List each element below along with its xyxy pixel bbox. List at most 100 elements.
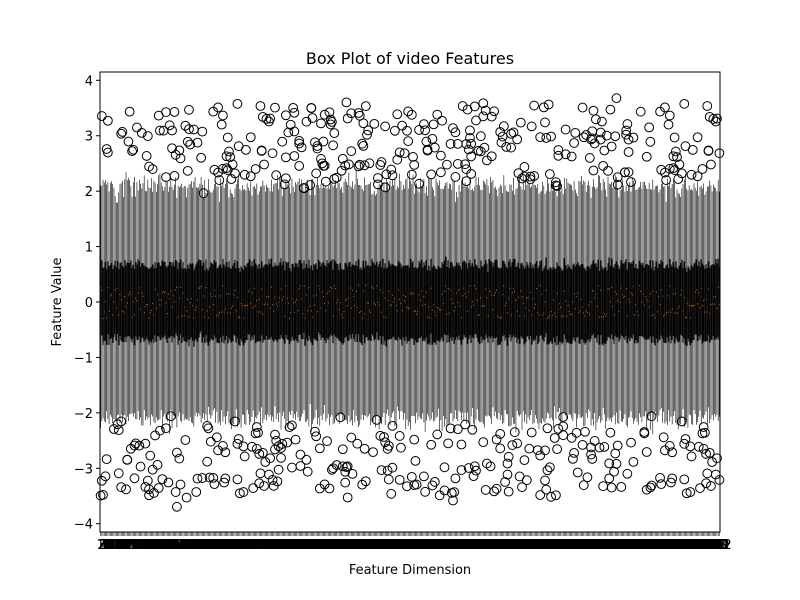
feature-box [430,178,432,420]
iqr-box [663,268,665,343]
feature-box [374,195,377,428]
feature-box [149,188,151,426]
iqr-box [428,265,430,344]
outlier-point [546,131,556,142]
feature-box [224,183,226,425]
outlier-point [644,122,655,133]
outlier-point [340,477,351,488]
feature-box [568,183,570,415]
x-tick-label: 120 [232,538,257,553]
x-tick-label: 71 [177,538,194,553]
outlier-point [129,473,140,484]
outlier-point [465,133,475,143]
x-tick-label: 48 [149,538,166,553]
outlier-point [129,440,140,451]
outlier-point [394,147,405,158]
x-tick-label: 506 [700,538,725,553]
iqr-box [575,264,578,338]
x-tick-label: 187 [313,538,338,553]
iqr-box [531,267,533,345]
feature-box [394,177,396,426]
x-tick-label: 467 [652,538,677,553]
feature-box [385,179,388,414]
x-tick-label: 361 [524,538,549,553]
iqr-box [503,260,505,336]
outlier-point [692,171,703,182]
x-tick-label: 61 [165,538,182,553]
x-tick-label: 81 [189,538,206,553]
iqr-box [262,267,264,343]
feature-box [270,179,272,421]
outlier-point [540,445,550,456]
x-tick-label: 419 [594,538,619,553]
x-tick-label: 178 [303,538,328,553]
x-tick-label: 5 [101,538,109,553]
feature-box [715,188,717,417]
iqr-box [706,268,708,342]
feature-box [581,184,584,417]
feature-box [658,192,660,416]
feature-box [425,186,427,421]
x-tick-label: 214 [346,538,371,553]
x-tick-label: 96 [207,538,224,553]
feature-box [539,192,541,423]
outlier-point [326,116,337,127]
x-tick-label: 92 [203,538,220,553]
outlier-point [714,148,725,159]
x-tick-label: 279 [425,538,450,553]
feature-box [606,196,608,422]
x-tick-label: 363 [527,538,552,553]
outlier-point [218,441,228,451]
outlier-point [211,432,222,443]
feature-box [506,191,509,415]
x-tick-label: 283 [430,538,455,553]
feature-box [476,184,478,410]
outlier-point [218,163,228,174]
feature-box [417,189,419,420]
x-tick-label: 83 [192,538,209,553]
feature-box [173,184,176,416]
feature-box [218,201,220,422]
outlier-point [553,423,564,434]
outlier-point [218,110,228,121]
outlier-point [122,454,133,465]
iqr-box [159,265,161,341]
feature-box [447,188,449,424]
feature-box [154,182,156,424]
feature-box [563,177,566,414]
feature-box [673,182,676,412]
iqr-box [664,268,666,344]
outlier-point [586,449,596,460]
x-tick-label: 148 [266,538,291,553]
outlier-point [419,471,429,482]
outlier-point [503,486,514,497]
iqr-box [526,262,528,337]
x-tick-label: 401 [573,538,598,553]
feature-box [300,179,303,417]
iqr-box [486,263,488,339]
outlier-point [698,422,709,432]
outlier-point [239,451,250,462]
iqr-box [701,263,704,344]
feature-box [235,184,237,410]
feature-box [424,193,426,432]
outlier-point [457,101,468,111]
feature-box [281,195,283,416]
feature-box [200,177,202,423]
outlier-point [658,432,669,443]
iqr-box [338,270,340,341]
iqr-box [234,259,236,336]
outlier-point [673,174,684,184]
x-tick-label: 276 [421,538,446,553]
iqr-box [667,267,670,343]
iqr-box [336,263,338,338]
x-tick-label: 428 [605,538,630,553]
iqr-box [183,269,185,341]
feature-box [558,179,561,408]
x-tick-label: 77 [184,538,201,553]
iqr-box [213,260,216,336]
iqr-box [170,261,172,337]
outlier-point [208,472,219,483]
feature-box [686,188,688,421]
x-tick-label: 274 [419,538,444,553]
